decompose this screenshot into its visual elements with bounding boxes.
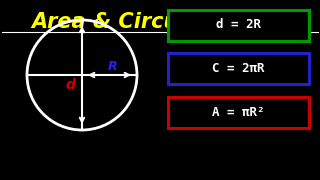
Text: C = 2πR: C = 2πR: [212, 62, 264, 75]
Text: Area & Circumference: Area & Circumference: [31, 12, 289, 32]
FancyBboxPatch shape: [167, 53, 308, 84]
Text: A = πR²: A = πR²: [212, 105, 264, 118]
FancyBboxPatch shape: [167, 96, 308, 127]
Text: R: R: [108, 60, 117, 73]
FancyBboxPatch shape: [167, 10, 308, 40]
Text: d = 2R: d = 2R: [215, 19, 260, 32]
Text: d: d: [65, 78, 75, 92]
